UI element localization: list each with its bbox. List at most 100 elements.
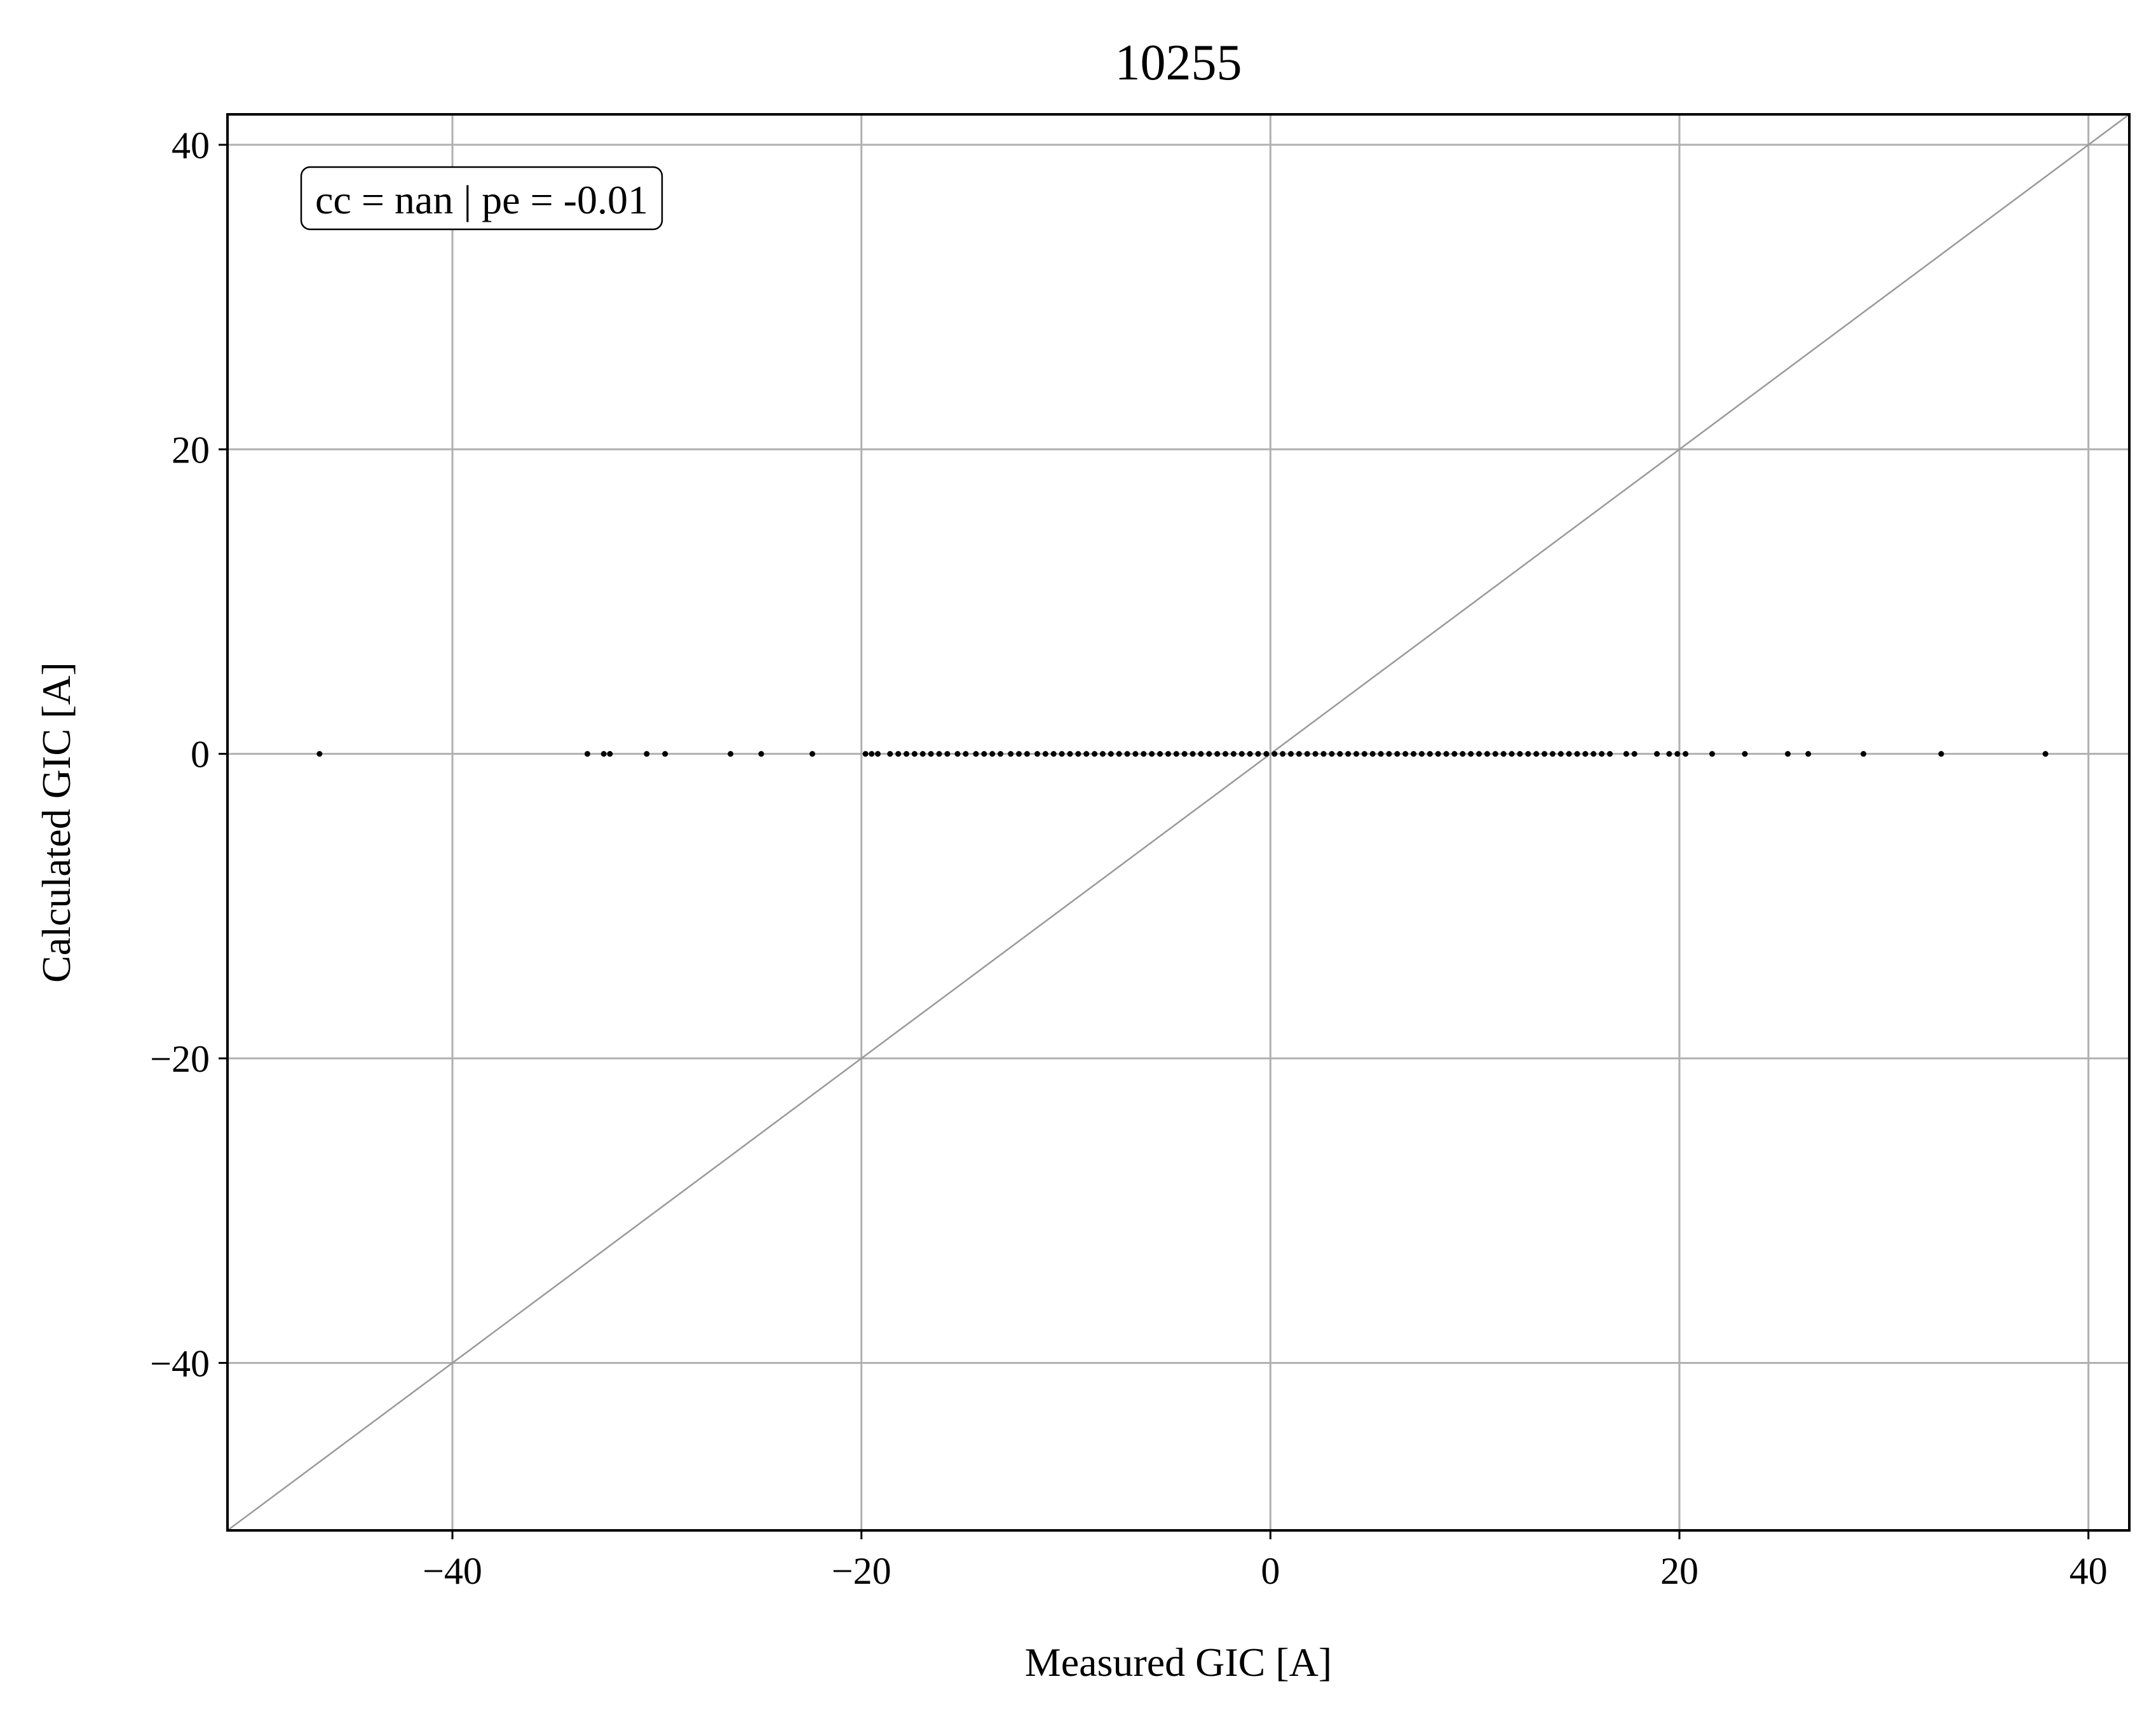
data-point bbox=[1190, 751, 1196, 757]
data-point bbox=[1108, 751, 1114, 757]
data-point bbox=[1525, 751, 1531, 757]
data-point bbox=[1271, 751, 1278, 757]
x-tick-label: −40 bbox=[423, 1550, 482, 1592]
reference-line bbox=[227, 113, 2130, 1532]
data-point bbox=[874, 751, 881, 757]
data-point bbox=[1132, 751, 1139, 757]
data-point bbox=[1149, 751, 1155, 757]
data-point bbox=[1378, 751, 1384, 757]
data-points bbox=[316, 751, 2049, 757]
data-point bbox=[1263, 751, 1270, 757]
data-point bbox=[584, 751, 590, 757]
data-point bbox=[981, 751, 987, 757]
data-point bbox=[1785, 751, 1791, 757]
data-point bbox=[1566, 751, 1572, 757]
data-point bbox=[998, 751, 1004, 757]
y-tick-label: 20 bbox=[172, 429, 210, 471]
y-tick-label: 0 bbox=[191, 734, 210, 776]
data-point bbox=[1427, 751, 1433, 757]
x-axis-label: Measured GIC [A] bbox=[1025, 1640, 1332, 1685]
data-point bbox=[1214, 751, 1221, 757]
data-point bbox=[1542, 751, 1548, 757]
data-point bbox=[758, 751, 764, 757]
data-point bbox=[1320, 751, 1327, 757]
data-point bbox=[895, 751, 902, 757]
data-point bbox=[1631, 751, 1637, 757]
y-tick-label: −20 bbox=[150, 1038, 210, 1080]
data-point bbox=[1059, 751, 1065, 757]
data-point bbox=[944, 751, 951, 757]
data-point bbox=[1460, 751, 1466, 757]
data-point bbox=[1124, 751, 1130, 757]
data-point bbox=[1198, 751, 1204, 757]
data-point bbox=[911, 751, 918, 757]
data-point bbox=[1181, 751, 1188, 757]
data-point bbox=[919, 751, 926, 757]
data-point bbox=[1443, 751, 1449, 757]
data-point bbox=[1255, 751, 1261, 757]
data-point bbox=[1067, 751, 1073, 757]
data-point bbox=[1435, 751, 1441, 757]
data-point bbox=[1654, 751, 1660, 757]
data-point bbox=[1050, 751, 1057, 757]
data-point bbox=[1549, 751, 1556, 757]
data-point bbox=[936, 751, 942, 757]
data-point bbox=[1288, 751, 1294, 757]
data-point bbox=[1590, 751, 1597, 757]
data-point bbox=[1230, 751, 1237, 757]
data-point bbox=[1042, 751, 1048, 757]
data-point bbox=[1247, 751, 1253, 757]
data-point bbox=[1092, 751, 1098, 757]
data-point bbox=[1075, 751, 1081, 757]
data-point bbox=[1141, 751, 1147, 757]
data-point bbox=[1296, 751, 1302, 757]
data-point bbox=[1099, 751, 1106, 757]
data-point bbox=[1223, 751, 1229, 757]
data-point bbox=[1607, 751, 1613, 757]
data-point bbox=[1582, 751, 1589, 757]
data-point bbox=[1083, 751, 1090, 757]
data-point bbox=[1353, 751, 1359, 757]
data-point bbox=[1411, 751, 1417, 757]
data-point bbox=[1418, 751, 1425, 757]
data-point bbox=[1402, 751, 1409, 757]
data-point bbox=[903, 751, 909, 757]
data-point bbox=[963, 751, 969, 757]
data-point bbox=[728, 751, 734, 757]
data-point bbox=[644, 751, 650, 757]
data-point bbox=[1008, 751, 1014, 757]
axis-ticks: −40 −20 0 20 40 −40 −20 0 20 40 bbox=[150, 125, 2107, 1592]
data-point bbox=[1386, 751, 1392, 757]
x-tick-label: 40 bbox=[2070, 1550, 2108, 1592]
data-point bbox=[1116, 751, 1122, 757]
data-point bbox=[1394, 751, 1400, 757]
data-point bbox=[869, 751, 875, 757]
data-point bbox=[1574, 751, 1580, 757]
data-point bbox=[1742, 751, 1748, 757]
data-point bbox=[1034, 751, 1040, 757]
data-point bbox=[1666, 751, 1672, 757]
data-point bbox=[928, 751, 934, 757]
data-point bbox=[1329, 751, 1335, 757]
data-point bbox=[1938, 751, 1944, 757]
data-point bbox=[887, 751, 893, 757]
axes-frame bbox=[226, 113, 2131, 1532]
annotation-text: cc = nan | pe = -0.01 bbox=[315, 177, 648, 222]
data-point bbox=[1623, 751, 1629, 757]
data-point bbox=[1500, 751, 1507, 757]
data-point bbox=[1015, 751, 1022, 757]
data-point bbox=[1451, 751, 1458, 757]
data-point bbox=[1369, 751, 1376, 757]
annotation-frame bbox=[300, 166, 663, 231]
data-point bbox=[1683, 751, 1689, 757]
data-point bbox=[2042, 751, 2049, 757]
data-point bbox=[1492, 751, 1498, 757]
grid-lines bbox=[227, 114, 2129, 1530]
data-point bbox=[1557, 751, 1564, 757]
data-point bbox=[1206, 751, 1212, 757]
data-point bbox=[1280, 751, 1286, 757]
data-point bbox=[1157, 751, 1163, 757]
data-point bbox=[1238, 751, 1245, 757]
y-tick-label: −40 bbox=[150, 1342, 210, 1384]
